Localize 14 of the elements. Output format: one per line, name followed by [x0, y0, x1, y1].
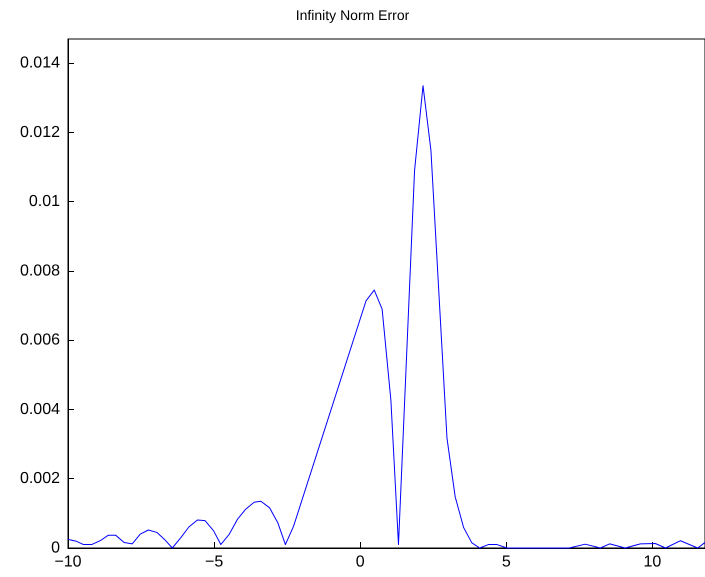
y-tick-label: 0.006: [20, 332, 60, 349]
y-tick-label: 0.004: [20, 400, 60, 418]
x-tick-label: 5: [502, 554, 511, 570]
y-tick-label: 0.002: [20, 470, 60, 488]
x-tick-label: −10: [54, 554, 82, 570]
y-tick-label: 0.01: [28, 193, 60, 210]
x-tick-label: −5: [204, 554, 224, 570]
y-tick-label: 0.014: [20, 54, 60, 72]
x-tick-label: 10: [644, 554, 662, 570]
y-tick-label: 0: [51, 540, 60, 556]
chart-title: Infinity Norm Error: [296, 7, 410, 23]
y-tick-label: 0.012: [20, 124, 60, 141]
y-tick-label: 0.008: [20, 262, 60, 280]
x-tick-label: 0: [356, 554, 365, 570]
